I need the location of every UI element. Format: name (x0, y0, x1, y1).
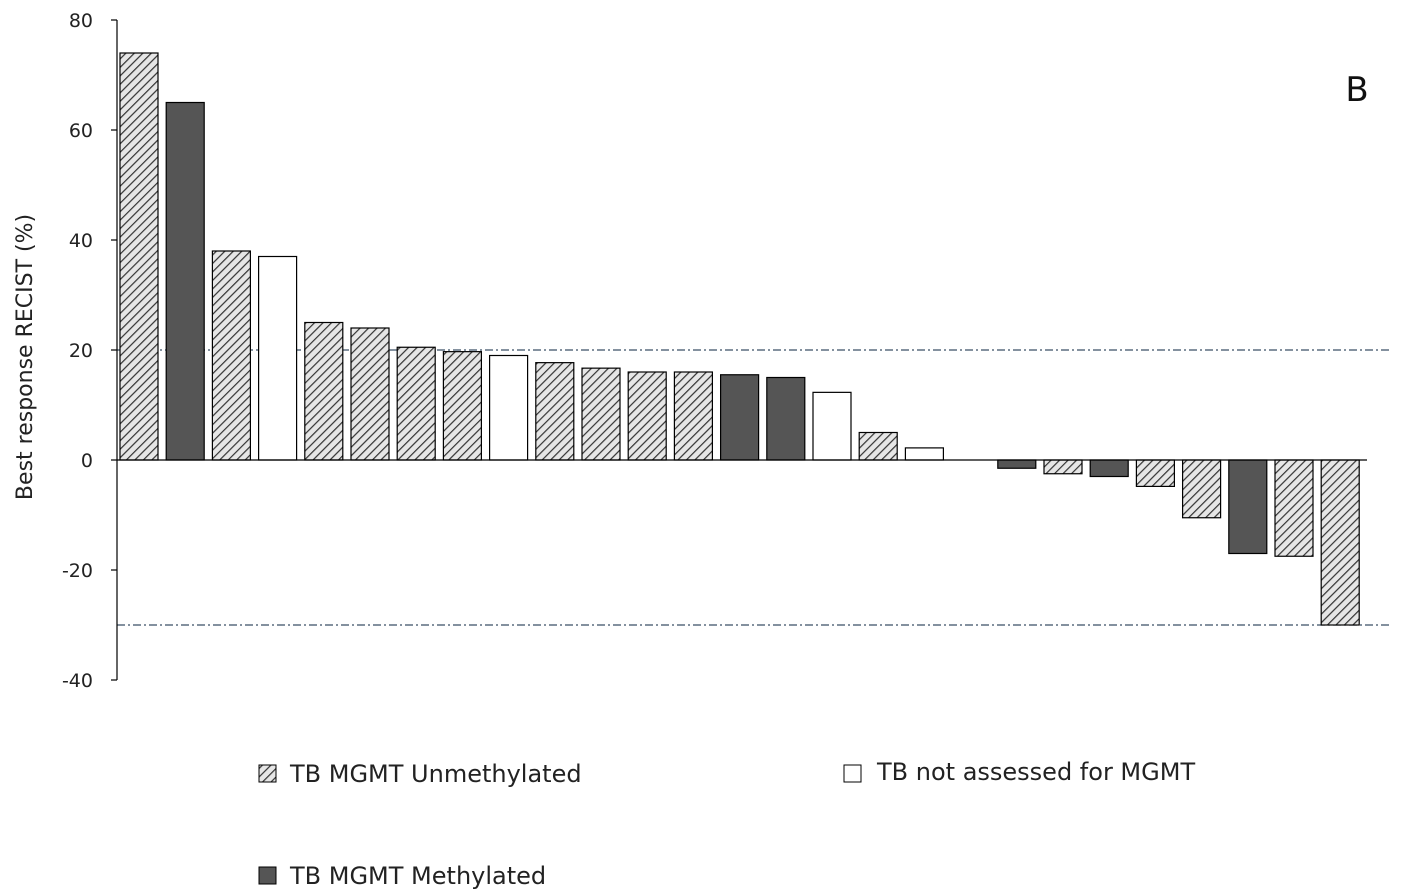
bar-unmethylated (211, 250, 251, 461)
bar-unmethylated (673, 371, 714, 461)
bar-methylated (1228, 459, 1268, 555)
bar-unmethylated (581, 367, 621, 461)
bar-methylated (719, 374, 760, 461)
bar-unmethylated (1043, 459, 1083, 475)
legend-item-methylated: TB MGMT Methylated (258, 862, 546, 890)
legend-item-not-assessed: TB not assessed for MGMT (843, 758, 1195, 786)
legend-item-unmethylated: TB MGMT Unmethylated (258, 760, 582, 788)
bar-methylated (766, 376, 806, 461)
bar-methylated (165, 101, 205, 461)
bar-unmethylated (535, 362, 575, 461)
bar-unmethylated (1320, 459, 1360, 626)
bar-unmethylated (1135, 459, 1176, 487)
legend-swatch-unmethylated (258, 764, 277, 783)
bar-unmethylated (442, 351, 482, 461)
y-axis-title: Best response RECIST (%) (13, 214, 38, 500)
legend-label-not-assessed: TB not assessed for MGMT (876, 758, 1195, 786)
bar-not-assessed (258, 255, 298, 461)
bar-not-assessed (489, 354, 529, 461)
y-tick-label: -20 (62, 560, 93, 582)
bar-series (119, 52, 1360, 626)
y-tick-label: 80 (69, 10, 93, 32)
y-tick-label: 60 (69, 120, 93, 142)
legend: TB MGMT Unmethylated TB not assessed for… (258, 758, 1195, 890)
legend-label-methylated: TB MGMT Methylated (289, 862, 546, 890)
y-axis-ticks: 80 60 40 20 0 -20 -40 (62, 10, 117, 692)
bar-methylated (997, 459, 1037, 469)
bar-unmethylated (304, 321, 344, 461)
y-tick-label: 40 (69, 230, 93, 252)
bar-unmethylated (396, 346, 436, 461)
panel-label: B (1345, 70, 1368, 110)
bar-unmethylated (627, 371, 667, 461)
bar-unmethylated (1274, 459, 1314, 557)
bar-unmethylated (858, 431, 898, 461)
y-tick-label: -40 (62, 670, 93, 692)
bar-methylated (1089, 459, 1129, 478)
y-tick-label: 0 (81, 450, 93, 472)
bar-not-assessed (812, 391, 852, 461)
y-tick-label: 20 (69, 340, 93, 362)
legend-label-unmethylated: TB MGMT Unmethylated (289, 760, 582, 788)
bar-unmethylated (119, 52, 159, 461)
bar-unmethylated (350, 327, 390, 461)
bar-not-assessed (904, 447, 945, 461)
legend-swatch-methylated (258, 866, 277, 885)
legend-swatch-not-assessed (843, 764, 862, 783)
bar-unmethylated (1181, 459, 1222, 519)
